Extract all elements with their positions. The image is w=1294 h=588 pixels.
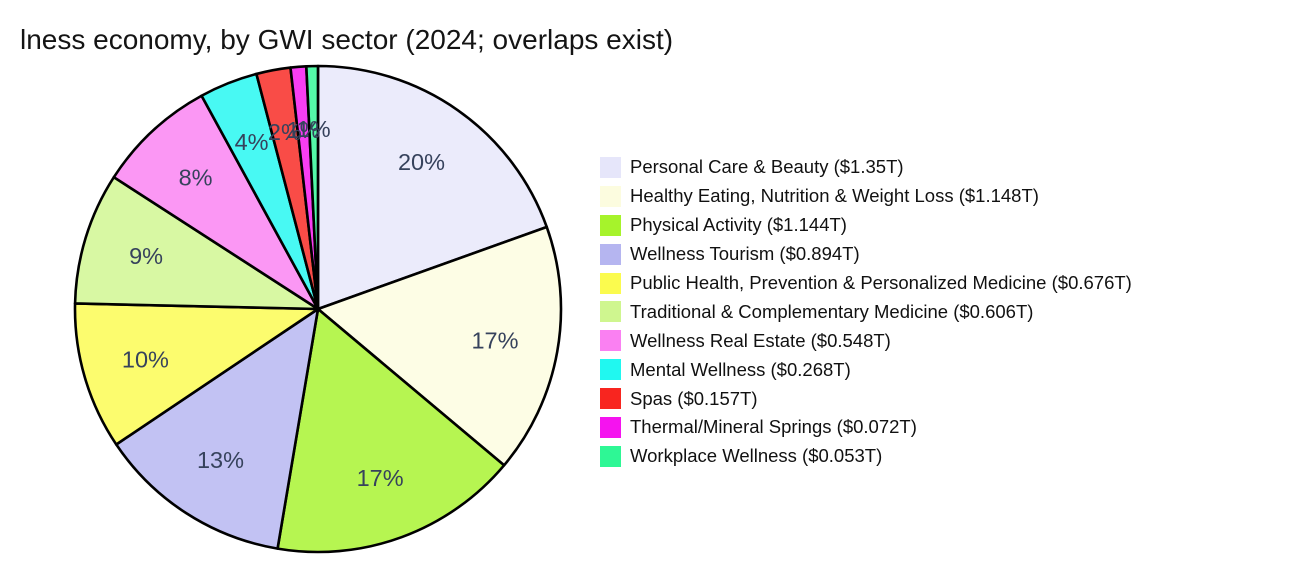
pie-percent-label-wellness-real-estate: 8% [179, 164, 213, 190]
pie-percent-label-wellness-tourism: 13% [197, 447, 244, 473]
legend-label-healthy-eating-nutrition-weight-loss: Healthy Eating, Nutrition & Weight Loss … [630, 185, 1039, 207]
legend-item-physical-activity: Physical Activity ($1.144T) [600, 211, 1132, 240]
pie-slice-wellness-tourism [114, 307, 320, 550]
legend-item-personal-care-beauty: Personal Care & Beauty ($1.35T) [600, 153, 1132, 182]
pie-percent-label-workplace-wellness: 1% [297, 116, 331, 142]
pie-slice-physical-activity [276, 307, 506, 554]
pie-percent-label-healthy-eating-nutrition-weight-loss: 17% [471, 328, 518, 354]
legend-label-spas: Spas ($0.157T) [630, 387, 758, 409]
pie-chart: 20% 17% 17% 13% 10% 9% 8% 4% 2% 1% 1% [58, 49, 578, 569]
legend-label-physical-activity: Physical Activity ($1.144T) [630, 214, 847, 236]
legend-swatch-personal-care-beauty [600, 156, 621, 178]
legend-item-wellness-tourism: Wellness Tourism ($0.894T) [600, 240, 1132, 269]
chart-title: lness economy, by GWI sector (2024; over… [20, 24, 674, 55]
legend-label-workplace-wellness: Workplace Wellness ($0.053T) [630, 445, 883, 467]
legend-label-thermal-mineral-springs: Thermal/Mineral Springs ($0.072T) [630, 416, 917, 438]
legend-item-wellness-real-estate: Wellness Real Estate ($0.548T) [600, 326, 1132, 355]
pie-slice-wellness-real-estate [112, 94, 320, 311]
legend-label-personal-care-beauty: Personal Care & Beauty ($1.35T) [630, 156, 904, 178]
legend-item-healthy-eating-nutrition-weight-loss: Healthy Eating, Nutrition & Weight Loss … [600, 182, 1132, 211]
pie-percent-label-public-health-prevention-personalized-medicine: 10% [122, 346, 169, 372]
legend-label-public-health-prevention-personalized-medicine: Public Health, Prevention & Personalized… [630, 272, 1132, 293]
legend-swatch-traditional-complementary-medicine [600, 301, 621, 323]
legend-item-mental-wellness: Mental Wellness ($0.268T) [600, 355, 1132, 384]
legend-item-traditional-complementary-medicine: Traditional & Complementary Medicine ($0… [600, 297, 1132, 326]
legend-label-wellness-tourism: Wellness Tourism ($0.894T) [630, 243, 860, 265]
legend-item-spas: Spas ($0.157T) [600, 384, 1132, 413]
legend-swatch-mental-wellness [600, 359, 621, 381]
legend-swatch-wellness-tourism [600, 243, 621, 265]
pie-percent-label-traditional-complementary-medicine: 9% [129, 243, 163, 269]
legend-item-workplace-wellness: Workplace Wellness ($0.053T) [600, 442, 1132, 471]
legend: Personal Care & Beauty ($1.35T) Healthy E… [600, 153, 1132, 471]
legend-item-thermal-mineral-springs: Thermal/Mineral Springs ($0.072T) [600, 413, 1132, 442]
pie-percent-label-physical-activity: 17% [357, 465, 404, 491]
legend-label-wellness-real-estate: Wellness Real Estate ($0.548T) [630, 329, 891, 351]
legend-swatch-public-health-prevention-personalized-medicine [600, 272, 621, 294]
legend-label-mental-wellness: Mental Wellness ($0.268T) [630, 358, 851, 380]
legend-swatch-physical-activity [600, 214, 621, 236]
pie-slice-traditional-complementary-medicine [73, 175, 320, 311]
pie-percent-label-spas: 2% [268, 119, 302, 145]
pie-percent-label-mental-wellness: 4% [235, 129, 269, 155]
pie-svg: 20% 17% 17% 13% 10% 9% 8% 4% 2%1%1% [73, 64, 563, 554]
pie-percent-label-personal-care-beauty: 20% [398, 149, 445, 175]
pie-percent-label-thermal-mineral-springs: 1% [287, 117, 321, 143]
legend-label-traditional-complementary-medicine: Traditional & Complementary Medicine ($0… [630, 300, 1034, 322]
legend-item-public-health-prevention-personalized-medicine: Public Health, Prevention & Personalized… [600, 269, 1132, 298]
legend-swatch-workplace-wellness [600, 445, 621, 467]
legend-swatch-thermal-mineral-springs [600, 416, 621, 438]
pie-slice-workplace-wellness [305, 64, 320, 311]
pie-slice-personal-care-beauty [316, 64, 549, 311]
legend-swatch-healthy-eating-nutrition-weight-loss [600, 185, 621, 207]
pie-slice-public-health-prevention-personalized-medicine [73, 302, 320, 446]
legend-swatch-spas [600, 388, 621, 410]
pie-slice-healthy-eating-nutrition-weight-loss [316, 225, 563, 467]
legend-swatch-wellness-real-estate [600, 330, 621, 352]
